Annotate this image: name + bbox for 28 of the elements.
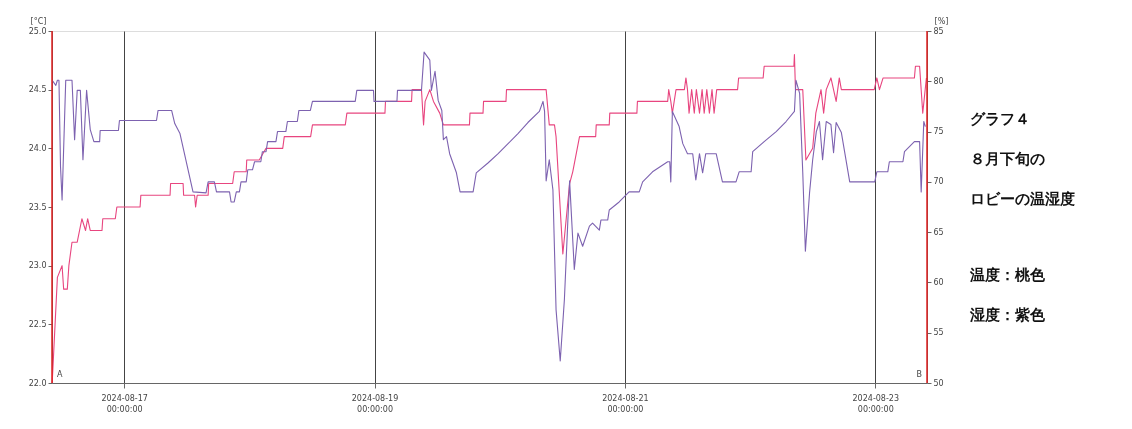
y2-tick-label: 85 (933, 26, 944, 36)
ref-line-label: A (57, 370, 63, 379)
text: 湿度：紫色 (969, 306, 1046, 324)
y-axis-title: [°C] (30, 16, 47, 26)
text: グラフ４ (970, 110, 1030, 128)
text: 温度：桃色 (969, 266, 1046, 284)
x-tick-label: 2024-08-17 00:00:00 (101, 393, 148, 414)
text: ８月下旬の (970, 150, 1045, 168)
y2-axis-title: [%] (934, 16, 949, 26)
text: ロビーの温湿度 (970, 190, 1075, 208)
y-tick-label: 24.5 (28, 85, 47, 95)
y2-tick-label: 50 (933, 378, 944, 388)
x-tick-label: 2024-08-19 00:00:00 (351, 393, 399, 414)
x-tick-label: 2024-08-21 00:00:00 (602, 393, 649, 414)
y2-tick-label: 60 (933, 277, 944, 287)
y2-tick-label: 55 (933, 328, 944, 338)
y-tick-label: 22.5 (28, 319, 47, 329)
y-tick-label: 22.0 (28, 378, 47, 388)
y2-tick-label: 80 (933, 76, 944, 86)
y2-tick-label: 75 (933, 127, 944, 137)
y-tick-label: 24.0 (28, 143, 47, 153)
ref-line-label: B (916, 370, 922, 379)
y2-tick-label: 70 (933, 177, 944, 187)
y-tick-label: 23.5 (28, 202, 47, 212)
y-tick-label: 25.0 (28, 26, 47, 36)
y2-tick-label: 65 (933, 227, 944, 237)
y-tick-label: 23.0 (28, 261, 47, 271)
x-tick-label: 2024-08-23 00:00:00 (852, 393, 900, 414)
